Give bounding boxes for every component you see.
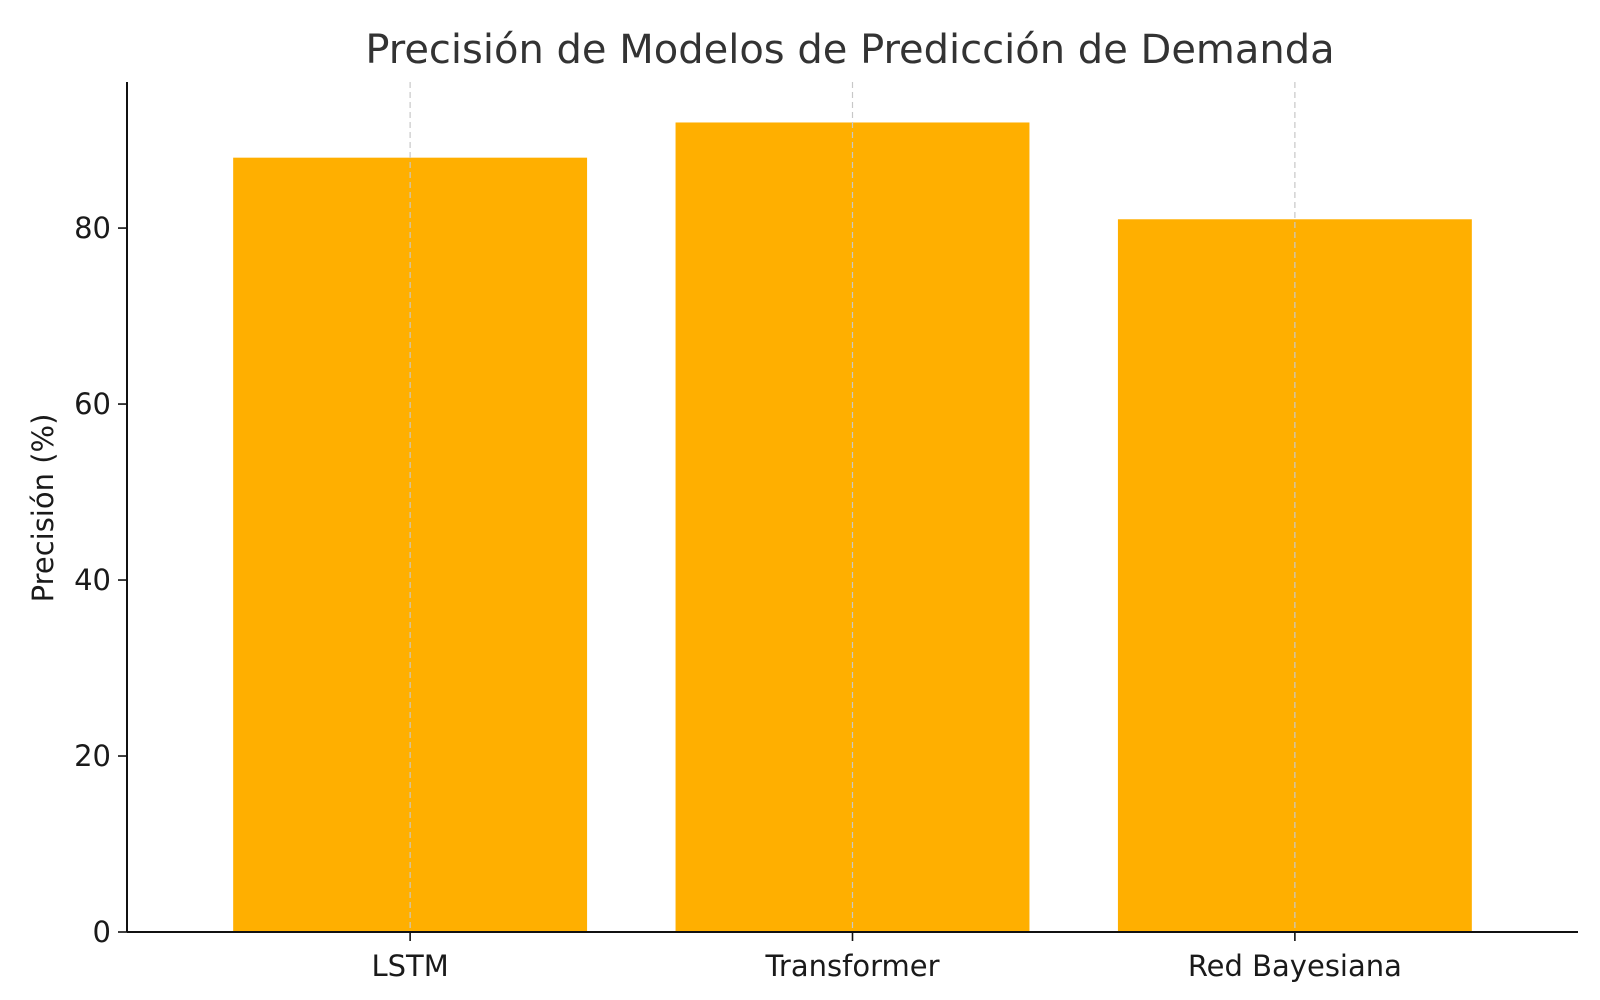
y-tick-label: 40	[74, 563, 111, 597]
chart-title: Precisión de Modelos de Predicción de De…	[365, 27, 1334, 73]
y-tick-label: 60	[74, 387, 111, 421]
x-tick-label: Transformer	[764, 949, 939, 983]
x-tick-label: Red Bayesiana	[1188, 949, 1402, 983]
y-tick-label: 20	[74, 739, 111, 773]
y-tick-label: 80	[74, 211, 111, 245]
ticks-layer: 0 20 40 60 80 LSTM Transformer Red Bayesiana	[74, 211, 1402, 983]
y-axis-label: Precisión (%)	[26, 414, 60, 603]
grid-front-layer	[409, 82, 1296, 932]
y-tick-label: 0	[93, 915, 111, 949]
x-tick-label: LSTM	[371, 949, 448, 983]
